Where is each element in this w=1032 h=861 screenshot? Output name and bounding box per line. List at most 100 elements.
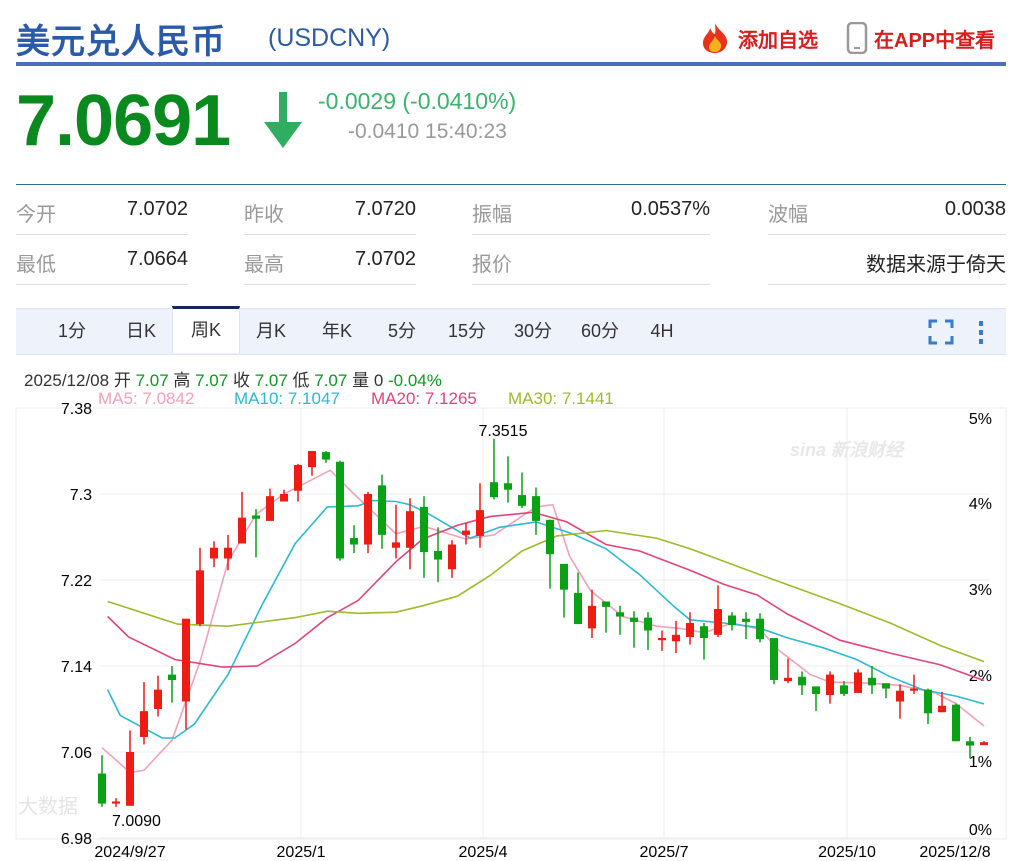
y-tick-label: 7.38 [61,401,92,418]
stat-label: 最低 [16,254,56,276]
candle-body [770,638,778,680]
candle-body [854,672,862,693]
candle-body [504,483,512,490]
candle-body [168,674,176,680]
candle [392,504,400,559]
candle-body [140,711,148,737]
add-watchlist-label: 添加自选 [738,29,818,52]
candle-body [364,494,372,545]
ma30-legend: MA30: 7.1441 [508,389,614,408]
candle [448,540,456,578]
x-tick-label: 2025/1 [277,844,326,861]
stat-value: 7.0664 [126,248,188,270]
stat-label: 昨收 [244,204,284,226]
y2-tick-label: 1% [969,754,992,771]
candle [546,519,554,589]
candle [490,438,498,500]
candle-body [882,683,890,689]
close-value: 7.07 [254,371,288,390]
candle [910,674,918,694]
view-in-app-label: 在APP中查看 [874,29,996,52]
candle-body [182,618,190,702]
candle-body [952,704,960,742]
candle-body [896,690,904,702]
candle [406,498,414,570]
candle-body [378,485,386,535]
tab-30分[interactable]: 30分 [513,321,553,341]
tab-60分[interactable]: 60分 [580,321,620,341]
y2-tick-label: 4% [969,496,992,513]
candle-body [840,685,848,694]
stats-divider [16,184,1006,185]
candle-body [238,517,246,544]
candle [966,736,974,759]
candle [476,483,484,548]
ma30-line [107,529,985,663]
candle [98,755,106,807]
open-value: 7.07 [135,371,169,390]
candle-body [518,495,526,506]
candle-body [686,623,694,637]
bar-info: 2025/12/08 开 7.07 高 7.07 收 7.07 低 7.07 量… [24,366,442,391]
tab-5分[interactable]: 5分 [387,321,416,341]
tab-周K[interactable]: 周K [172,306,240,353]
fullscreen-icon[interactable] [928,319,954,345]
candle-body [280,494,288,502]
candle-body [420,506,428,553]
candle-body [154,689,162,709]
candle [574,572,582,625]
candle [952,703,960,742]
candle-body [630,617,638,622]
candle [896,684,904,719]
tab-日K[interactable]: 日K [125,321,156,341]
page-title: 美元兑人民币 [16,23,226,61]
candle-body [462,530,470,535]
stat-underline [16,234,188,235]
high-label: 高 [173,371,191,390]
candle [686,612,694,645]
candle-body [980,742,988,746]
candle [154,675,162,717]
candle [980,741,988,746]
tab-月K[interactable]: 月K [255,321,286,341]
stat-value: 0.0038 [944,198,1006,220]
add-watchlist-button[interactable]: 添加自选 [698,22,818,54]
tab-4H[interactable]: 4H [650,321,674,341]
candle-body [266,496,274,521]
ma20-legend: MA20: 7.1265 [371,389,477,408]
candle [588,589,596,639]
header-divider [16,62,1006,66]
candle-body [406,511,414,548]
candle-body [966,741,974,746]
candle [112,798,120,807]
candle-body [308,451,316,468]
min-annotation: 7.0090 [112,813,161,830]
candle [210,541,218,568]
candle [700,623,708,660]
stat-underline [16,284,188,285]
period-tabs: 1分 日K 周K 月K 年K 5分 15分 30分 60分 4H [16,306,1006,355]
candle [630,611,638,648]
candle-body [350,538,358,545]
more-vertical-icon[interactable] [976,319,986,345]
candle-body [322,452,330,460]
candle [602,601,610,633]
candle [126,730,134,806]
tab-15分[interactable]: 15分 [447,321,487,341]
phone-icon [846,22,868,54]
candle [364,491,372,554]
close-label: 收 [232,371,250,390]
candle [196,547,204,627]
candle [924,688,932,725]
candle [798,671,806,696]
view-in-app-button[interactable]: 在APP中查看 [846,22,995,54]
candle [238,491,246,544]
tab-1分[interactable]: 1分 [57,321,86,341]
candle [504,456,512,503]
max-annotation: 7.3515 [479,423,528,440]
tab-年K[interactable]: 年K [321,321,352,341]
x-tick-label: 2025/10 [818,844,876,861]
candle-body [700,626,708,639]
